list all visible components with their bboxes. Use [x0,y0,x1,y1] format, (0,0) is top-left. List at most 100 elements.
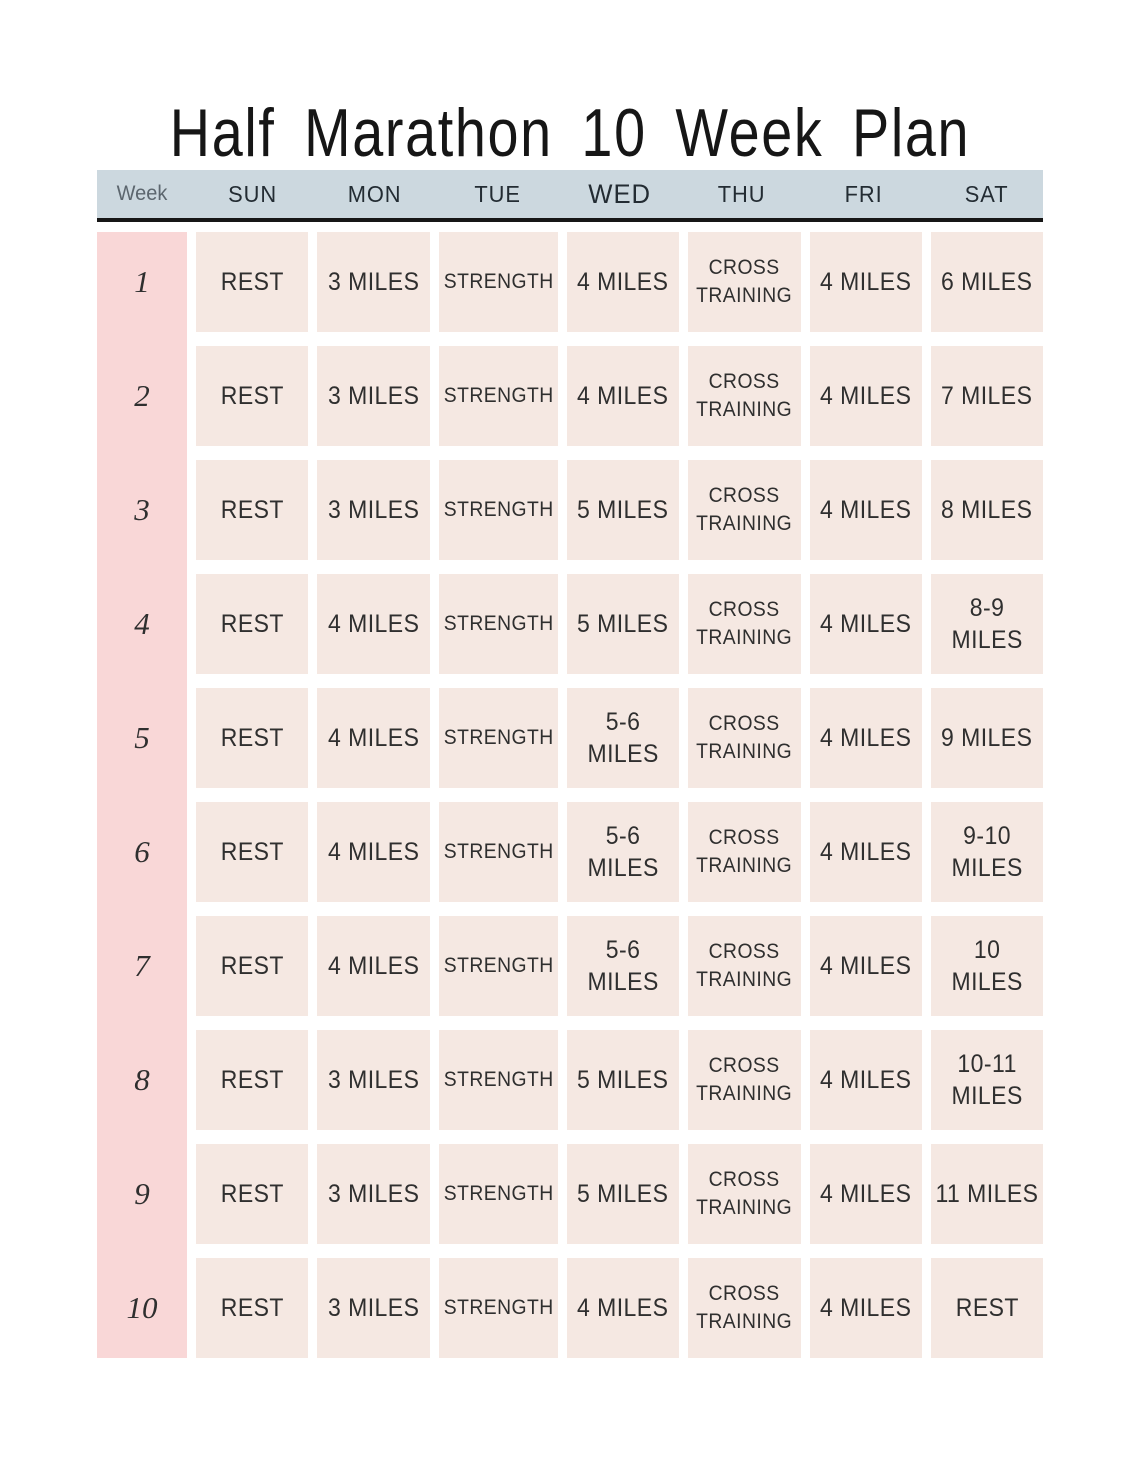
plan-cell: STRENGTH [438,688,558,788]
week-number: 6 [134,834,150,869]
plan-cell-text: REST [220,1065,284,1094]
plan-cell-text: 4 MILES [327,837,420,866]
plan-cell: 4 MILES [809,574,922,674]
plan-cell-text: 4 MILES [819,1065,912,1094]
plan-cell-text: 4 MILES [819,1179,912,1208]
plan-cell: 4 MILES [809,1030,922,1130]
plan-cell-text: CROSS TRAINING [696,597,793,649]
plan-cell: CROSS TRAINING [688,916,801,1016]
plan-cell: 4 MILES [809,232,922,332]
plan-cell-text: CROSS TRAINING [696,939,793,991]
plan-cell-text: 4 MILES [327,951,420,980]
plan-cell: STRENGTH [438,802,558,902]
plan-cell: 4 MILES [809,802,922,902]
plan-cell-text: 7 MILES [941,381,1033,410]
plan-cell-text: CROSS TRAINING [696,255,793,307]
plan-cell-text: 4 MILES [327,609,420,638]
plan-cell: STRENGTH [438,346,558,446]
week-number: 2 [134,378,150,413]
plan-cell: 4 MILES [317,802,430,902]
week-number: 7 [134,948,150,983]
plan-cell-text: 3 MILES [327,381,420,410]
week-number: 9 [134,1176,150,1211]
plan-cell: REST [196,574,309,674]
plan-cell-text: 4 MILES [819,495,912,524]
plan-cell: STRENGTH [438,1144,558,1244]
plan-cell-text: 4 MILES [819,837,912,866]
plan-cell-text: STRENGTH [443,1181,554,1205]
plan-cell: 5 MILES [567,1144,680,1244]
week-number: 1 [134,264,150,299]
plan-cell-text: CROSS TRAINING [696,711,793,763]
plan-cell-text: 3 MILES [327,495,420,524]
plan-cell: 8-9 MILES [930,574,1043,674]
plan-cell-text: STRENGTH [443,497,554,521]
plan-cell-text: 4 MILES [577,267,669,296]
week-number: 3 [134,492,150,527]
header-wed: WED [588,178,651,209]
week-number: 8 [134,1062,150,1097]
plan-cell: 4 MILES [809,1258,922,1358]
plan-cell: REST [196,802,309,902]
plan-cell-text: 8 MILES [941,495,1033,524]
header-mon: MON [347,180,402,207]
plan-cell: CROSS TRAINING [688,1144,801,1244]
week-number: 5 [134,720,150,755]
plan-cell-text: REST [220,267,284,296]
plan-cell-text: 9 MILES [941,723,1033,752]
plan-cell-text: CROSS TRAINING [696,825,793,877]
plan-cell: CROSS TRAINING [688,1258,801,1358]
plan-cell-text: 4 MILES [577,1293,669,1322]
plan-cell: STRENGTH [438,1030,558,1130]
plan-cell: 5 MILES [567,1030,680,1130]
plan-cell: CROSS TRAINING [688,460,801,560]
plan-cell-text: 10 MILES [951,935,1023,997]
week-number: 4 [134,606,150,641]
page-title: Half Marathon 10 Week Plan [169,94,971,171]
plan-cell-text: REST [220,951,284,980]
plan-cell: 6 MILES [930,232,1043,332]
plan-cell-text: REST [220,1293,284,1322]
plan-cell: 10 MILES [930,916,1043,1016]
plan-cell: 5-6 MILES [567,688,680,788]
plan-cell: CROSS TRAINING [688,688,801,788]
plan-grid: REST 3 MILES STRENGTH 4 MILES CROSS TRAINING… [196,232,1043,1358]
plan-cell: 5-6 MILES [567,916,680,1016]
plan-cell: 4 MILES [809,916,922,1016]
plan-cell: 4 MILES [567,346,680,446]
header-fri: FRI [845,180,884,207]
plan-cell: REST [196,688,309,788]
table-header-row: Week SUN MON TUE WED THU FRI SAT [97,170,1043,222]
plan-cell-text: 4 MILES [819,723,912,752]
plan-cell-text: 4 MILES [819,951,912,980]
plan-cell: 9 MILES [930,688,1043,788]
plan-cell-text: STRENGTH [443,953,554,977]
plan-cell-text: STRENGTH [443,383,554,407]
header-sat: SAT [964,180,1009,207]
plan-cell: 7 MILES [930,346,1043,446]
plan-cell-text: 4 MILES [577,381,669,410]
plan-cell: 3 MILES [317,1258,430,1358]
plan-cell-text: 5-6 MILES [587,707,659,769]
plan-cell-text: REST [220,723,284,752]
plan-cell: 3 MILES [317,460,430,560]
plan-cell-text: CROSS TRAINING [696,1281,793,1333]
plan-cell: 8 MILES [930,460,1043,560]
plan-cell: CROSS TRAINING [688,232,801,332]
header-thu: THU [717,180,766,207]
header-week: Week [116,182,168,205]
plan-cell-text: REST [220,837,284,866]
plan-cell-text: 10-11 MILES [951,1049,1023,1111]
plan-cell-text: REST [220,1179,284,1208]
plan-cell: 4 MILES [317,574,430,674]
plan-cell-text: 3 MILES [327,267,420,296]
plan-cell: REST [196,232,309,332]
plan-cell-text: 4 MILES [819,1293,912,1322]
plan-cell-text: STRENGTH [443,839,554,863]
plan-cell: 4 MILES [809,688,922,788]
plan-cell: 3 MILES [317,232,430,332]
plan-cell-text: STRENGTH [443,269,554,293]
plan-cell: STRENGTH [438,916,558,1016]
plan-cell-text: STRENGTH [443,611,554,635]
